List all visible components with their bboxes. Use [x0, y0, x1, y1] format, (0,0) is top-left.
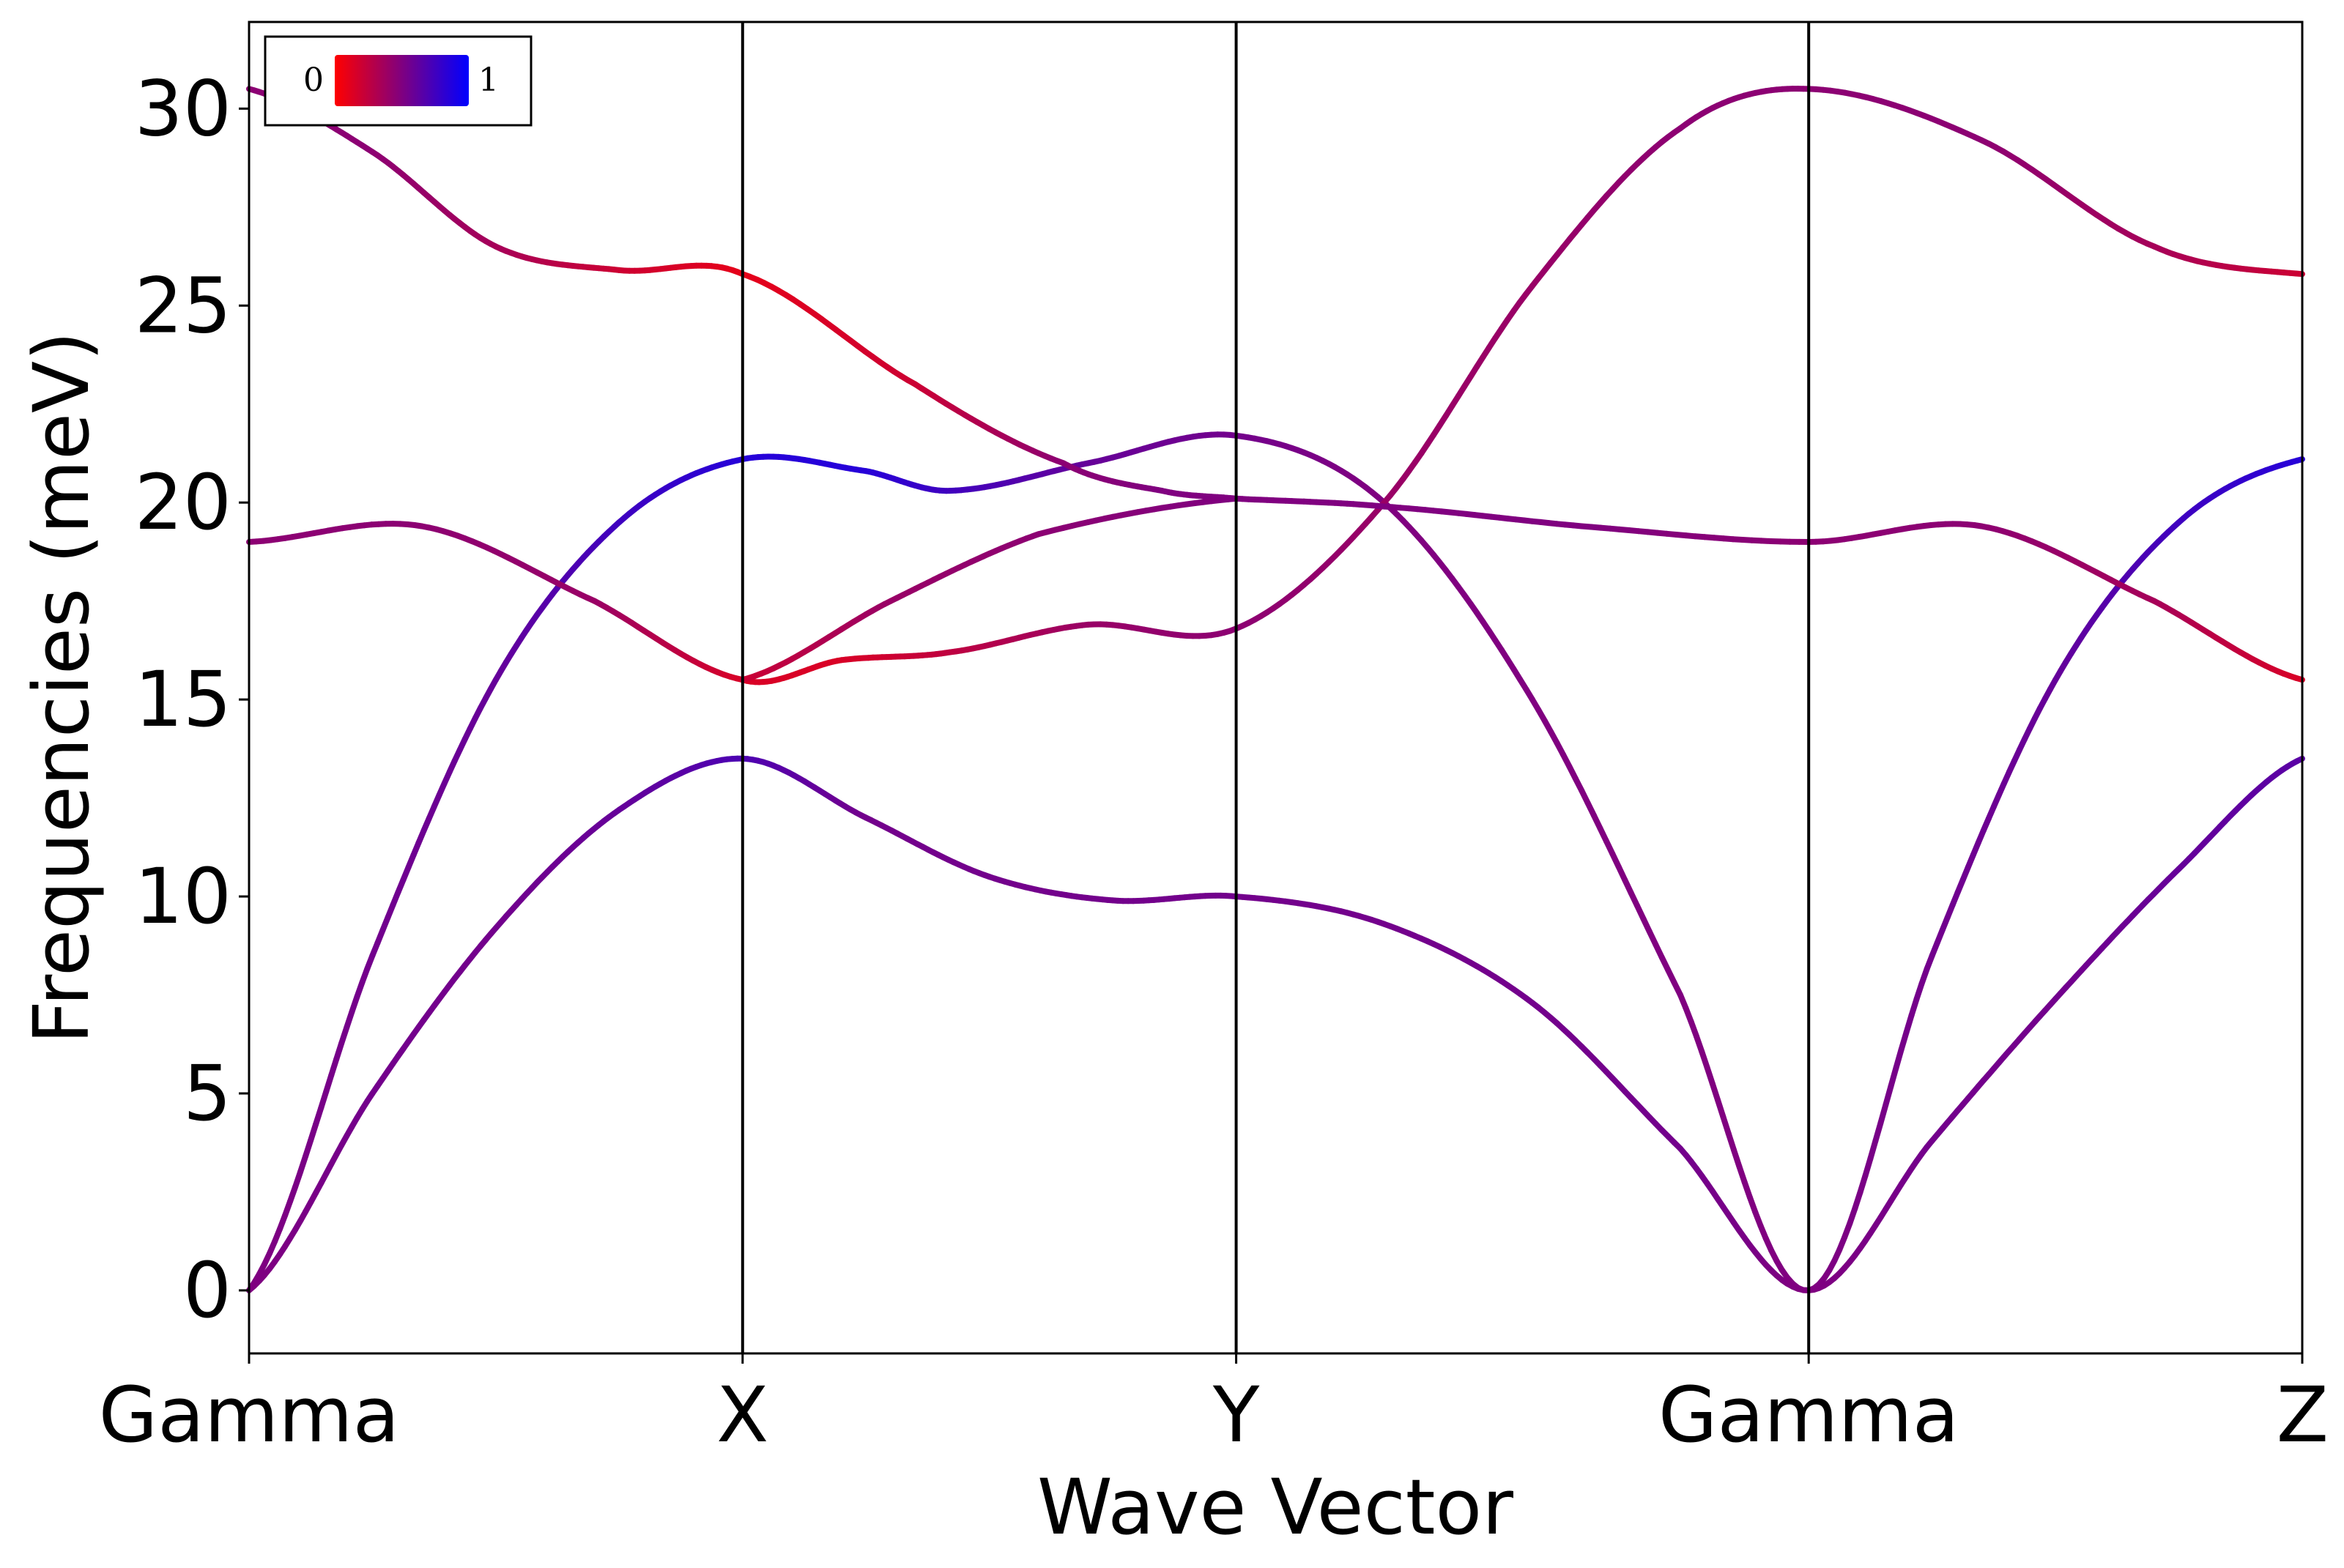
- phonon-branch-1: [246, 755, 2305, 1293]
- colorbar-min-label: 0: [303, 62, 324, 99]
- branch-segment: [1893, 1047, 1904, 1071]
- high-symmetry-lines: [741, 22, 1811, 1353]
- branch-segment: [1862, 1156, 1874, 1179]
- colorbar-gradient: [335, 55, 469, 106]
- x-tick-label: X: [716, 1370, 768, 1460]
- x-tick-label: Z: [2277, 1370, 2329, 1460]
- branch-segment: [1872, 1120, 1884, 1144]
- phonon-branch-3: [246, 86, 2305, 685]
- x-axis-ticks: Gamma X Y Gamma Z: [99, 1353, 2329, 1460]
- branch-segment: [1877, 1101, 1889, 1126]
- branch-segment: [1888, 1065, 1899, 1089]
- colorbar-legend: 0 1: [264, 35, 533, 127]
- y-tick-label: 25: [135, 261, 231, 350]
- phonon-branch-5: [739, 495, 1239, 683]
- plot-frame: [248, 21, 2304, 1355]
- branch-segment: [1867, 1137, 1879, 1162]
- phonon-branch-4: [246, 86, 2305, 683]
- y-tick-label: 10: [135, 852, 231, 941]
- y-tick-label: 15: [135, 655, 231, 744]
- y-tick-label: 5: [183, 1049, 231, 1138]
- x-tick-label: Gamma: [99, 1370, 400, 1460]
- series-layer: [246, 86, 2305, 1293]
- x-axis-label: Wave Vector: [1037, 1463, 1513, 1552]
- y-axis-label: Frequencies (meV): [17, 331, 106, 1044]
- y-tick-label: 0: [183, 1246, 231, 1335]
- y-axis-ticks: 0 5 10 15 20 25 30: [135, 64, 249, 1335]
- y-tick-label: 30: [135, 64, 231, 153]
- phonon-branch-2: [246, 431, 2305, 1293]
- x-tick-label: Y: [1212, 1370, 1260, 1460]
- x-tick-label: Gamma: [1658, 1370, 1959, 1460]
- branch-segment: [1903, 1012, 1915, 1036]
- branch-segment: [1898, 1029, 1910, 1053]
- colorbar-max-label: 1: [478, 62, 499, 99]
- y-tick-label: 20: [135, 458, 231, 547]
- branch-segment: [1883, 1083, 1894, 1108]
